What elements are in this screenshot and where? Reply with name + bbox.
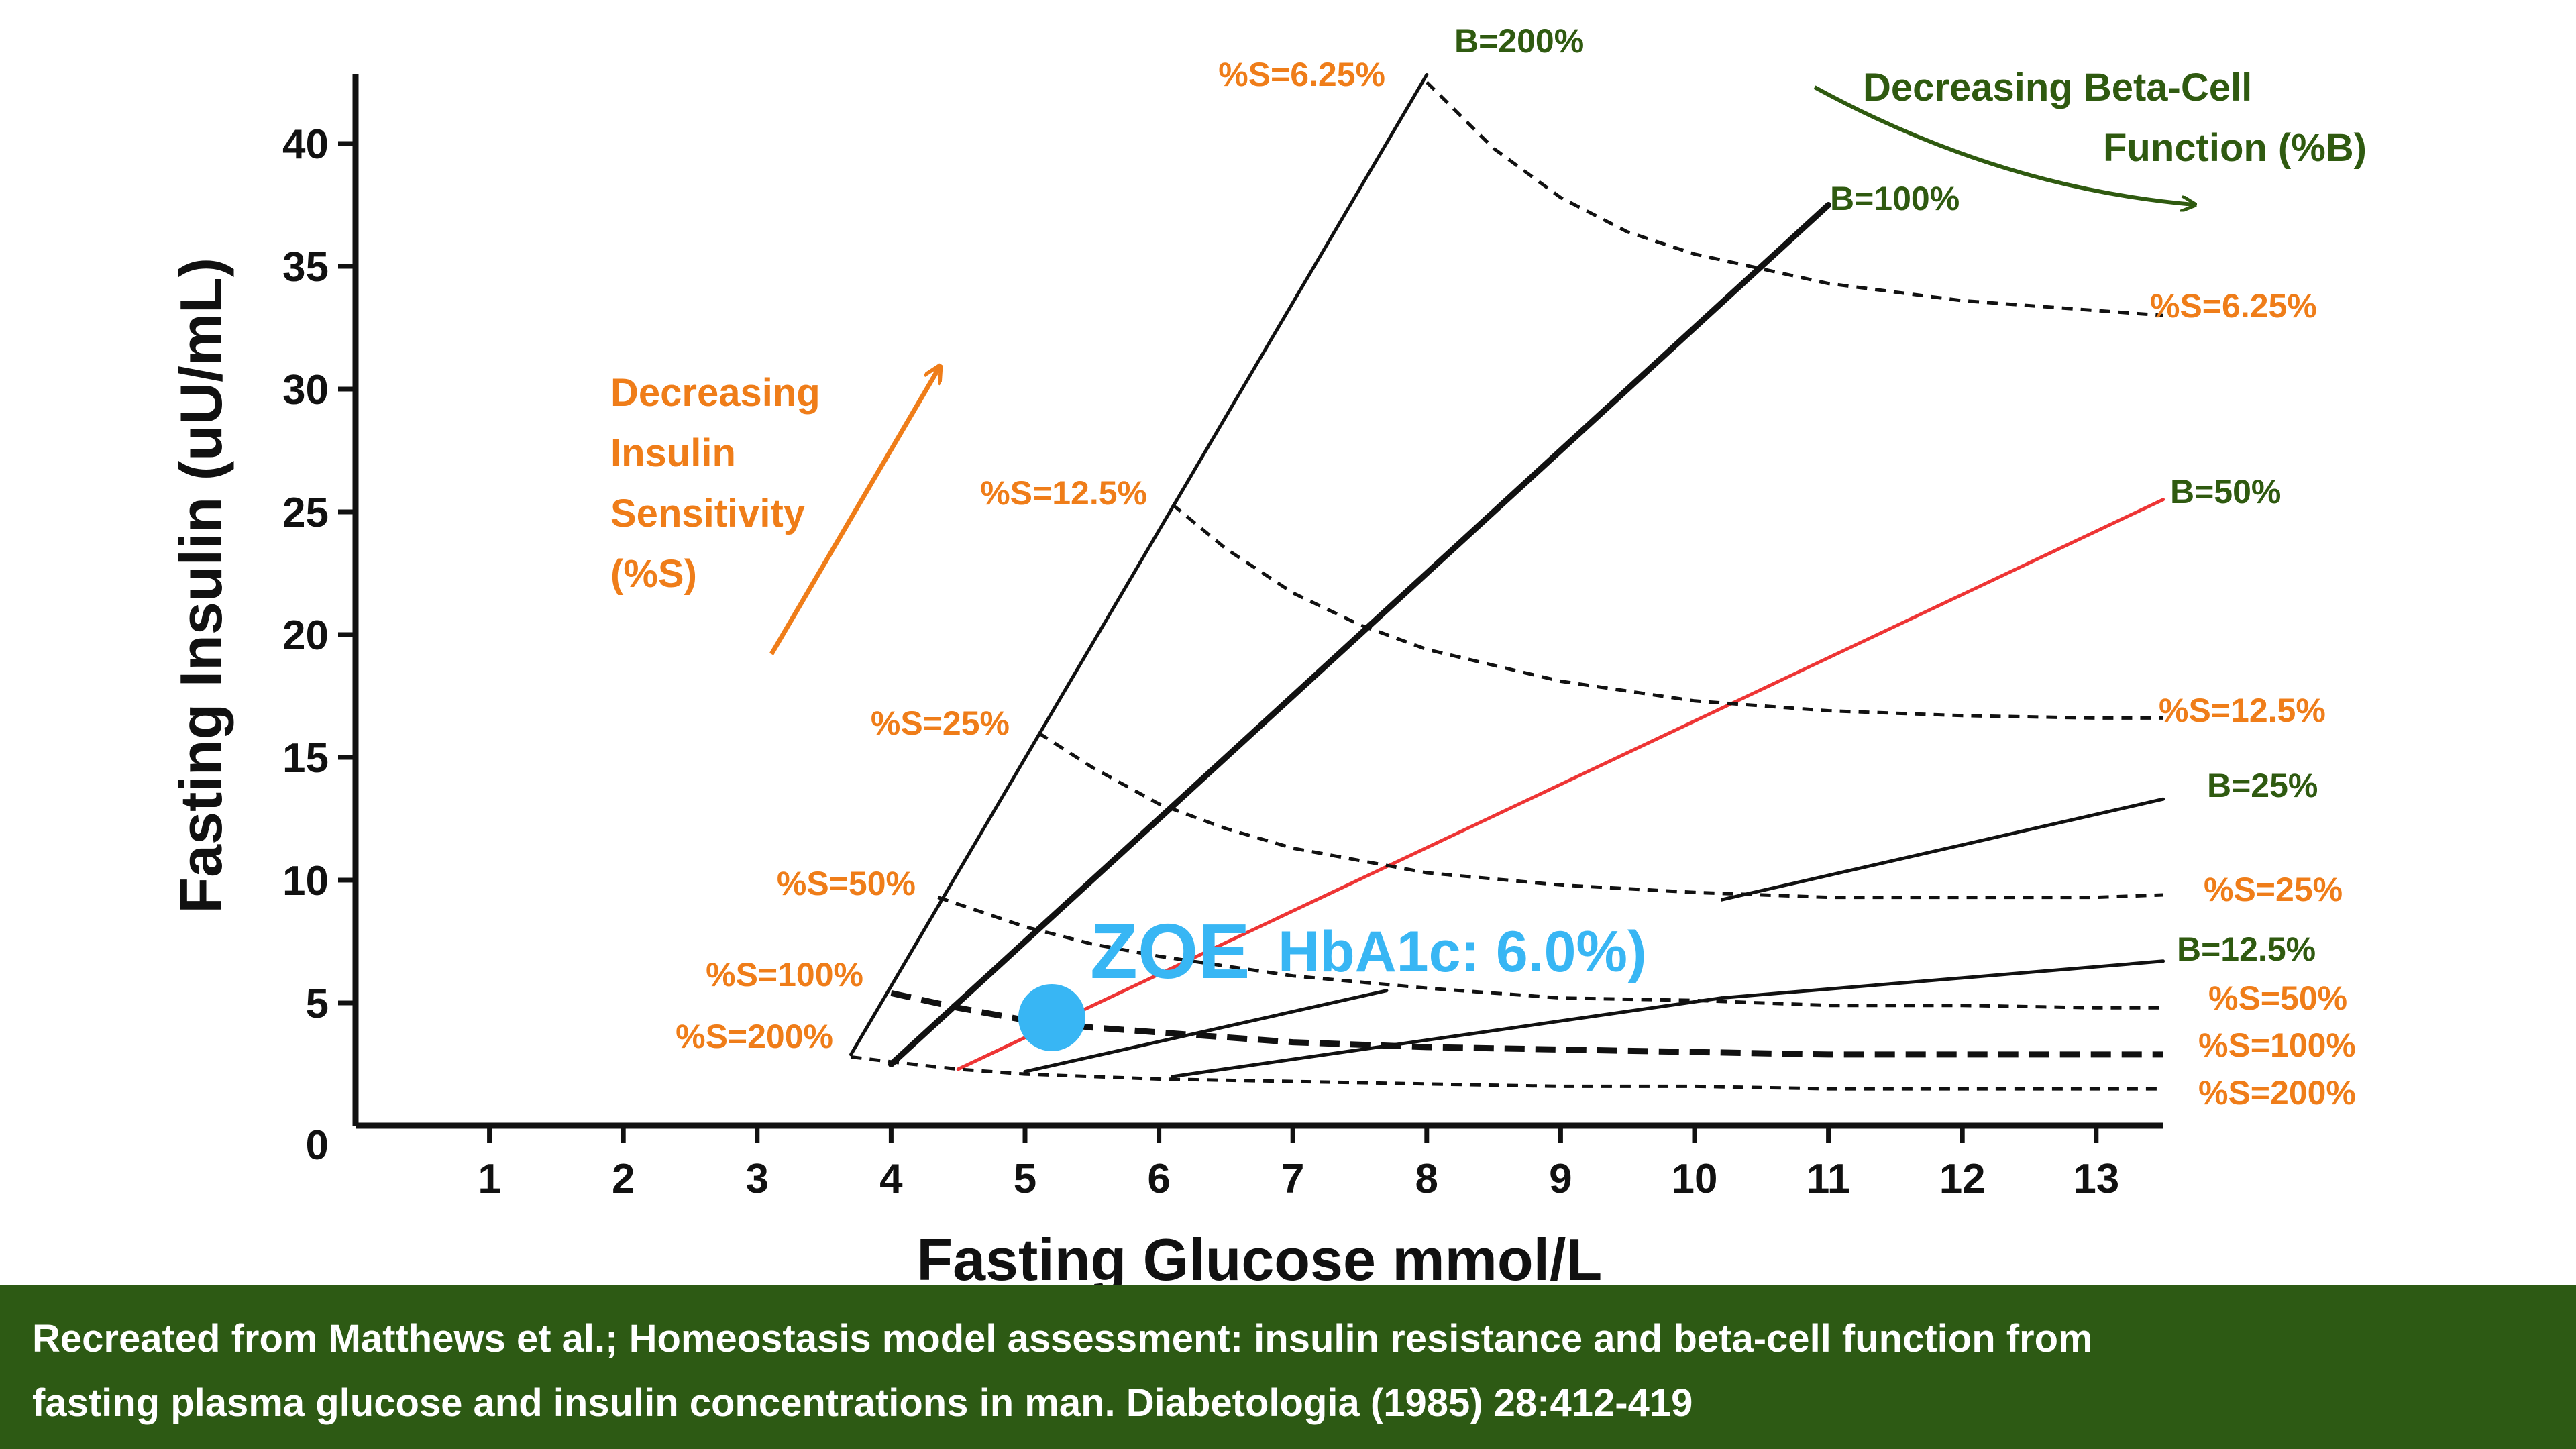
x-tick-label-4: 4 <box>879 1156 903 1202</box>
sensitivity-label-right-s125: %S=12.5% <box>2159 692 2326 729</box>
x-tick-label-13: 13 <box>2073 1156 2119 1202</box>
x-tick-label-3: 3 <box>746 1156 769 1202</box>
x-tick-label-2: 2 <box>612 1156 635 1202</box>
beta-line-b200 <box>849 73 1429 1057</box>
y-tick-label-30: 30 <box>282 367 329 413</box>
beta-line-b50 <box>956 498 2165 1071</box>
curve-labels: %S=6.25% %S=12.5% %S=25% %S=50% %S=100% %S=20… <box>676 22 2356 1112</box>
zoe-marker <box>1018 983 1085 1051</box>
sensitivity-annotation-line-1: Decreasing <box>610 371 820 415</box>
beta-label-b50: B=50% <box>2170 473 2281 511</box>
y-tick-label-40: 40 <box>282 121 329 168</box>
beta-line-b100 <box>888 202 1832 1067</box>
axes: 1 2 3 4 5 6 7 8 9 10 11 12 135101520253035400Fasting… <box>168 74 2163 1285</box>
x-tick-label-12: 12 <box>1939 1156 1986 1202</box>
beta-annotation-line-2: Function (%B) <box>2103 126 2367 170</box>
sensitivity-label-right-s100: %S=100% <box>2198 1026 2356 1064</box>
y-tick-label-15: 15 <box>282 735 329 782</box>
x-tick-label-8: 8 <box>1415 1156 1438 1202</box>
citation-line-2: fasting plasma glucose and insulin conce… <box>32 1381 1693 1425</box>
sensitivity-curve-s125 <box>1171 503 2163 720</box>
x-tick-label-6: 6 <box>1147 1156 1170 1202</box>
x-axis-title: Fasting Glucose mmol/L <box>916 1226 1602 1285</box>
beta-label-b25: B=25% <box>2207 767 2318 804</box>
x-tick-label-1: 1 <box>478 1156 500 1202</box>
zoe-marker-group: ZOE HbA1c: 6.0%) <box>1018 908 1647 1051</box>
x-tick-label-7: 7 <box>1281 1156 1304 1202</box>
sensitivity-curve-s25 <box>1037 731 2163 900</box>
beta-arrow <box>1813 85 2194 205</box>
beta-annotation-line-1: Decreasing Beta-Cell <box>1863 66 2252 109</box>
beta-line-b25-lower <box>1023 989 1389 1073</box>
y-tick-label-5: 5 <box>306 981 329 1027</box>
sensitivity-curve-s200 <box>851 1055 2163 1091</box>
x-tick-label-5: 5 <box>1014 1156 1036 1202</box>
y-tick-label-10: 10 <box>282 858 329 904</box>
origin-label: 0 <box>306 1122 329 1169</box>
x-tick-label-9: 9 <box>1549 1156 1572 1202</box>
sensitivity-label-left-s25: %S=25% <box>871 704 1010 742</box>
sensitivity-annotation-line-2: Insulin <box>610 431 736 475</box>
zoe-label: ZOE <box>1090 908 1250 995</box>
beta-line-b125-lower <box>1171 996 1723 1079</box>
y-tick-label-25: 25 <box>282 490 329 536</box>
sensitivity-label-right-s625: %S=6.25% <box>2150 287 2317 325</box>
sensitivity-label-right-s50: %S=50% <box>2208 979 2347 1017</box>
sensitivity-label-left-s625: %S=6.25% <box>1218 56 1385 93</box>
sensitivity-label-left-s50: %S=50% <box>777 865 916 902</box>
zoe-hba1c-label: HbA1c: 6.0%) <box>1278 920 1647 984</box>
sensitivity-label-right-s200: %S=200% <box>2198 1074 2356 1112</box>
homa-chart: 1 2 3 4 5 6 7 8 9 10 11 12 135101520253035400Fasting… <box>168 22 2367 1285</box>
beta-label-b100: B=100% <box>1830 180 1960 217</box>
sensitivity-curve-s50 <box>937 896 2163 1010</box>
citation-line-1: Recreated from Matthews et al.; Homeosta… <box>32 1317 2093 1360</box>
beta-line-b25 <box>1719 797 2165 902</box>
sensitivity-arrow <box>769 368 939 655</box>
y-tick-label-20: 20 <box>282 612 329 659</box>
citation-footer: Recreated from Matthews et al.; Homeosta… <box>0 1285 2576 1449</box>
beta-label-b200: B=200% <box>1454 22 1584 60</box>
x-tick-label-11: 11 <box>1807 1156 1851 1202</box>
sensitivity-annotation-line-4: (%S) <box>610 552 697 596</box>
sensitivity-label-left-s200: %S=200% <box>676 1018 833 1055</box>
beta-label-b125: B=12.5% <box>2177 930 2316 968</box>
y-axis-title: Fasting Insulin (uU/mL) <box>168 258 234 914</box>
x-tick-label-10: 10 <box>1672 1156 1718 1202</box>
sensitivity-label-left-s100: %S=100% <box>706 956 863 994</box>
sensitivity-curve-s625 <box>1426 80 2163 317</box>
annotations: Decreasing Insulin Sensitivity (%S) Decreasi… <box>610 66 2367 655</box>
sensitivity-label-right-s25: %S=25% <box>2204 871 2343 908</box>
sensitivity-label-left-s125: %S=12.5% <box>980 474 1147 512</box>
beta-line-b125 <box>1719 959 2165 1000</box>
sensitivity-annotation-line-3: Sensitivity <box>610 492 805 535</box>
y-tick-label-35: 35 <box>282 244 329 290</box>
